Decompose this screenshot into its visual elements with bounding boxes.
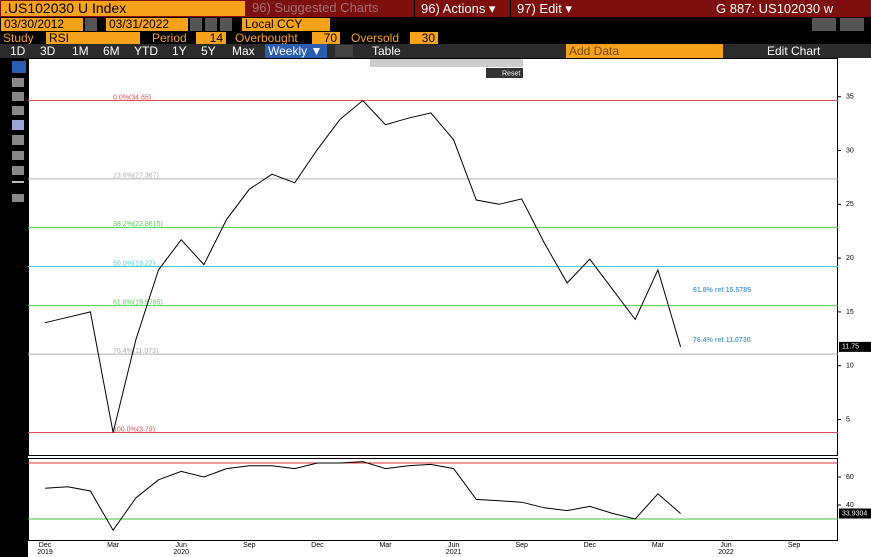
x-tick-label: Sep (515, 542, 528, 549)
oversold-label: Oversold (351, 31, 400, 45)
x-year-label: 2021 (446, 549, 462, 556)
fib-label: 38.2%(22.8615) (113, 221, 163, 228)
y-tick-label: 40 (846, 502, 854, 509)
range-button[interactable]: 1D (10, 44, 26, 58)
y-tick-label: 5 (846, 416, 850, 423)
fib-label: 100.0%(3.79) (113, 426, 155, 433)
x-tick-label: Sep (243, 542, 256, 549)
y-tick-label: 20 (846, 255, 854, 262)
y-tick-label: 10 (846, 363, 854, 370)
x-tick-label: Sep (788, 542, 801, 549)
fib-label: 61.8%(15.5785) (113, 300, 163, 307)
calendar-button[interactable] (190, 18, 202, 31)
chart-tools (370, 59, 523, 67)
y-tick-label: 25 (846, 201, 854, 208)
actions-menu[interactable]: 96) Actions ▾ (414, 0, 502, 17)
y-tick-label: 30 (846, 147, 854, 154)
frequency-button[interactable]: Weekly ▼ (265, 44, 327, 58)
x-tick-label: Jun (720, 542, 731, 549)
start-date[interactable]: 03/30/2012 (1, 18, 83, 31)
reset-label[interactable]: Reset (502, 70, 520, 77)
price-line (44, 99, 682, 433)
x-tick-label: Jun (176, 542, 187, 549)
undo-button[interactable] (812, 18, 836, 31)
redo-button[interactable] (840, 18, 864, 31)
calendar-button[interactable] (85, 18, 97, 31)
period-field[interactable]: 14 (196, 32, 226, 44)
page-id: G 887: US102030 w (716, 1, 834, 16)
last-value-label: 11.75 (842, 344, 859, 351)
table-button[interactable]: Table (372, 44, 401, 58)
last-value-box (839, 508, 871, 519)
x-tick-label: Mar (379, 542, 392, 549)
prev-button[interactable] (205, 18, 217, 31)
range-button[interactable]: 3D (40, 44, 56, 58)
annotation: 76.4% ret 11.0730 (693, 337, 751, 344)
chart: Reset 0.0%(34.65) 23.6%(27.367) 38.2%(22.8… (28, 58, 871, 557)
annotation: 61.8% ret 15.5785 (693, 287, 751, 294)
study-field[interactable]: RSI (46, 32, 140, 44)
x-tick-label: Dec (584, 542, 597, 549)
fib-label: 76.4%(11.073) (113, 348, 158, 355)
x-tick-label: Mar (652, 542, 665, 549)
chart-type-button[interactable] (335, 45, 353, 57)
edit-chart-button[interactable]: Edit Chart (767, 44, 821, 58)
currency-field[interactable]: Local CCY (242, 18, 330, 31)
price-line (44, 461, 681, 532)
x-year-label: 2022 (718, 549, 734, 556)
edit-menu[interactable]: 97) Edit ▾ (510, 0, 578, 17)
last-value-label: 33.9304 (842, 510, 867, 517)
range-button[interactable]: 6M (103, 44, 120, 58)
end-date[interactable]: 03/31/2022 (106, 18, 188, 31)
overbought-label: Overbought (235, 31, 298, 45)
study-label: Study (3, 31, 34, 45)
fib-label: 0.0%(34.65) (113, 94, 151, 101)
fib-label: 50.0%(19.22) (113, 260, 155, 267)
range-button[interactable]: 1Y (172, 44, 187, 58)
y-tick-label: 15 (846, 309, 854, 316)
range-button[interactable]: Max (232, 44, 255, 58)
range-bar (0, 44, 871, 58)
last-value-box (839, 341, 871, 352)
y-tick-label: 35 (846, 94, 854, 101)
y-tick-label: 60 (846, 474, 854, 481)
x-year-label: 2019 (37, 549, 53, 556)
ticker-field[interactable]: .US102030 U Index (1, 1, 245, 16)
range-button[interactable]: 1M (72, 44, 89, 58)
left-toolbar (0, 58, 28, 557)
x-tick-label: Dec (39, 542, 52, 549)
x-tick-label: Mar (107, 542, 120, 549)
suggested-charts[interactable]: 96) Suggested Charts (252, 0, 379, 15)
next-button[interactable] (220, 18, 232, 31)
reset-button[interactable] (486, 68, 523, 78)
add-data-field[interactable]: Add Data (566, 44, 723, 58)
period-label: Period (152, 31, 187, 45)
overbought-field[interactable]: 70 (312, 32, 340, 44)
range-button[interactable]: 5Y (201, 44, 216, 58)
range-button[interactable]: YTD (134, 44, 158, 58)
x-tick-label: Jun (448, 542, 459, 549)
x-tick-label: Dec (311, 542, 324, 549)
oversold-field[interactable]: 30 (410, 32, 438, 44)
fib-label: 23.6%(27.367) (113, 173, 159, 180)
x-year-label: 2020 (173, 549, 189, 556)
